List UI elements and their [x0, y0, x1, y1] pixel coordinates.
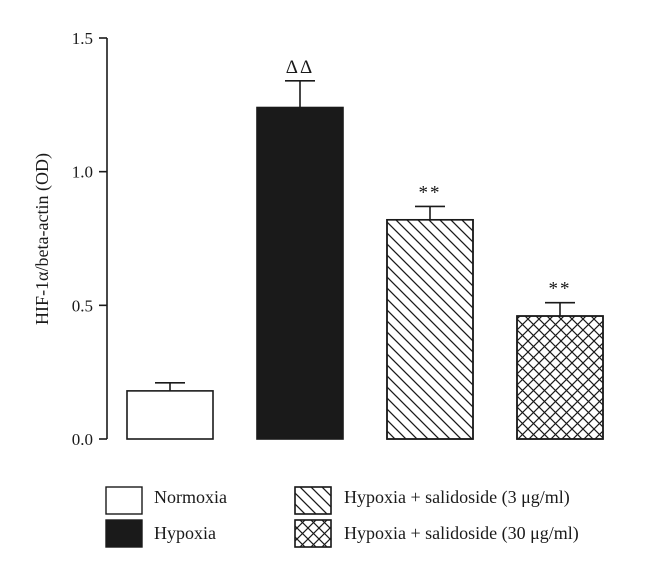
significance-label: **: [419, 182, 442, 203]
significance-label: **: [549, 279, 572, 300]
y-tick-label: 0.5: [72, 296, 93, 315]
legend-swatch: [105, 486, 143, 515]
legend-swatch-pattern: [294, 486, 332, 515]
legend-label: Hypoxia: [154, 523, 216, 543]
legend-swatch: [105, 519, 143, 548]
bar-pattern: [516, 315, 604, 440]
bar: [126, 390, 214, 440]
y-tick-label: 1.5: [72, 29, 93, 48]
legend-label: Normoxia: [154, 487, 227, 507]
bar: [256, 106, 344, 440]
y-axis-title: HIF-1α/beta-actin (OD): [32, 153, 53, 325]
bars: ΔΔ ** **: [126, 57, 604, 440]
y-tick-label: 1.0: [72, 163, 93, 182]
y-axis: 0.0 0.5 1.0 1.5: [72, 29, 108, 449]
legend-label: Hypoxia + salidoside (30 μg/ml): [344, 523, 579, 544]
y-tick-label: 0.0: [72, 430, 93, 449]
bar-pattern: [386, 218, 474, 440]
legend: Normoxia Hypoxia Hypoxia + salidoside (3 μ…: [105, 486, 579, 548]
legend-label: Hypoxia + salidoside (3 μg/ml): [344, 487, 570, 508]
legend-swatch-pattern: [294, 519, 332, 548]
significance-label: ΔΔ: [286, 57, 314, 78]
